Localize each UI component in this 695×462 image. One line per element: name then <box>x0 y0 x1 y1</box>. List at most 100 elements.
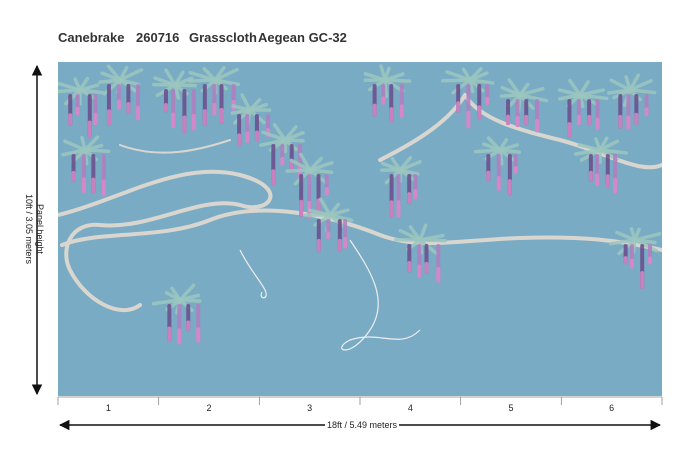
leaf-cluster <box>152 68 197 134</box>
frond <box>78 83 100 92</box>
wisteria-tip <box>456 101 461 113</box>
wisteria-tip <box>126 102 131 115</box>
wisteria-tip <box>316 238 321 253</box>
wisteria-tip <box>626 115 631 130</box>
leaf-cluster <box>499 78 549 133</box>
frond <box>633 232 662 242</box>
wisteria-tip <box>343 236 348 249</box>
wisteria-tip <box>413 189 418 200</box>
frond <box>383 78 389 98</box>
wisteria-tip <box>87 120 92 139</box>
frond <box>615 230 637 242</box>
frond <box>151 298 182 306</box>
wisteria-tip <box>191 113 196 131</box>
frond <box>598 139 619 152</box>
wisteria-tip <box>513 166 518 175</box>
frond <box>153 76 177 87</box>
wisteria-tip <box>219 107 224 124</box>
wisteria-tip <box>177 328 182 345</box>
wisteria-tip <box>389 200 394 218</box>
wisteria-tip <box>588 170 593 182</box>
wisteria-tip <box>254 130 259 142</box>
width-value: 18ft / 5.49 meters <box>327 420 398 430</box>
panel-number: 6 <box>609 403 614 413</box>
wisteria-tip <box>515 115 520 128</box>
frond <box>418 223 428 242</box>
frond <box>259 138 287 147</box>
wisteria-tip <box>289 160 294 172</box>
wisteria-tip <box>648 256 653 265</box>
leaf-cluster <box>606 73 657 130</box>
frond <box>498 143 519 152</box>
wisteria-tip <box>196 327 201 343</box>
leaf-cluster <box>98 64 144 127</box>
panel-number: 5 <box>508 403 513 413</box>
colorway: Aegean GC-32 <box>258 30 347 45</box>
leaf-cluster <box>303 197 354 253</box>
wisteria-tip <box>75 106 80 116</box>
frond <box>518 93 549 103</box>
frond <box>468 78 495 85</box>
leaf-cluster <box>441 67 495 129</box>
wisteria-tip <box>182 115 187 134</box>
frond <box>240 93 252 112</box>
wisteria-tip <box>640 270 645 289</box>
wisteria-tip <box>116 99 121 110</box>
wisteria-tip <box>496 176 501 191</box>
wisteria-tip <box>186 320 191 332</box>
wisteria-tip <box>82 177 87 193</box>
frond <box>248 102 268 112</box>
wisteria-tip <box>299 199 304 217</box>
frond <box>308 161 334 172</box>
wisteria-tip <box>618 114 623 129</box>
frond <box>188 70 217 82</box>
wisteria-tip <box>237 133 242 147</box>
wisteria-tip <box>595 173 600 187</box>
leaf-cluster <box>363 64 412 123</box>
frond <box>609 78 632 92</box>
frond <box>383 72 405 82</box>
wisteria-tip <box>372 103 377 117</box>
wisteria-tip <box>634 112 639 126</box>
tendrils <box>239 239 421 351</box>
frond <box>64 88 82 106</box>
frond <box>418 233 445 242</box>
frond <box>170 286 182 302</box>
frond <box>606 88 632 95</box>
height-value: 10ft / 3.05 meters <box>24 194 34 265</box>
frond <box>628 79 653 92</box>
wisteria-tip <box>171 112 176 129</box>
frond <box>398 159 422 172</box>
frond <box>178 283 196 302</box>
frond <box>58 81 82 92</box>
wisteria-tip <box>623 256 628 265</box>
frond <box>507 78 522 97</box>
frond <box>289 158 312 172</box>
frond <box>578 80 590 97</box>
panel-number: 1 <box>106 403 111 413</box>
frond <box>578 88 606 97</box>
frond <box>272 123 287 142</box>
leaf-cluster <box>573 136 628 194</box>
leaf-cluster <box>151 283 202 345</box>
wisteria-tip <box>407 261 412 273</box>
frond <box>498 148 504 166</box>
wisteria-tip <box>202 109 207 126</box>
wisteria-tip <box>507 179 512 196</box>
panel-number: 4 <box>408 403 413 413</box>
panel-scale: 1 2 3 4 5 6 <box>57 396 663 413</box>
wisteria-tip <box>106 109 111 127</box>
wisteria-tip <box>485 96 490 106</box>
frond <box>486 136 502 152</box>
wisteria-tip <box>136 105 141 121</box>
wisteria-tip <box>630 258 635 269</box>
width-label-bg <box>325 418 399 432</box>
wisteria-tip <box>167 326 172 342</box>
wisteria-tip <box>324 187 329 196</box>
frond <box>468 78 475 94</box>
panel-number: 3 <box>307 403 312 413</box>
frond <box>633 238 659 253</box>
pattern-name: Canebrake <box>58 30 124 45</box>
wisteria-tip <box>576 114 581 126</box>
